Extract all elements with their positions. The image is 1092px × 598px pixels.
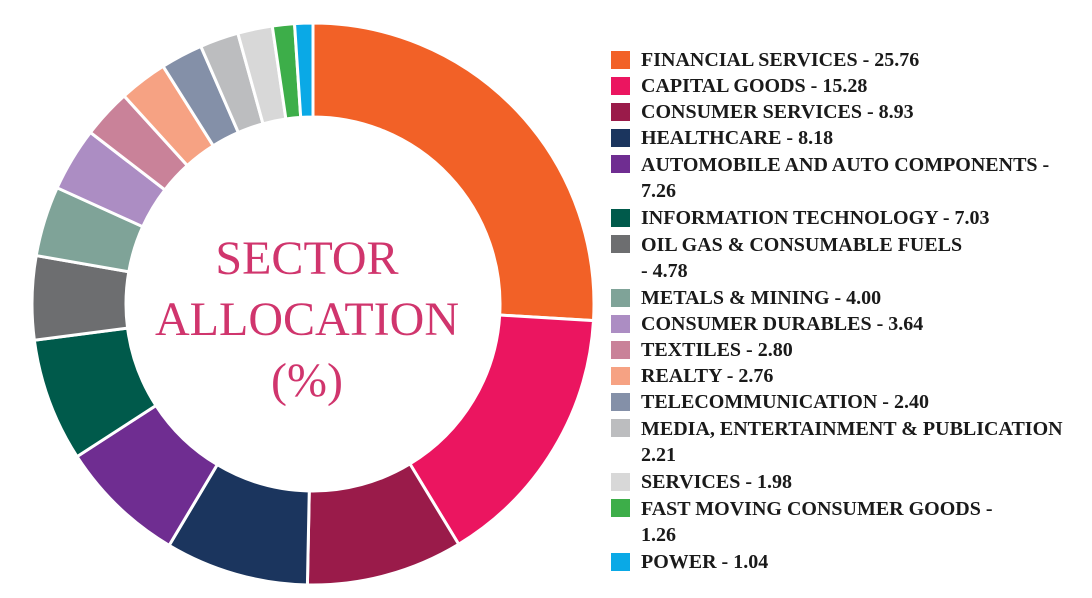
legend-swatch bbox=[611, 393, 630, 411]
legend-swatch bbox=[611, 553, 630, 571]
legend-swatch bbox=[611, 235, 630, 253]
chart-legend: FINANCIAL SERVICES - 25.76 CAPITAL GOODS … bbox=[611, 48, 1081, 576]
legend-label: METALS & MINING - 4.00 bbox=[641, 287, 882, 309]
legend-item: OIL GAS & CONSUMABLE FUELS - 4.78 bbox=[611, 232, 1081, 284]
donut-slice bbox=[311, 21, 596, 323]
legend-item: SERVICES - 1.98 bbox=[611, 470, 1081, 494]
legend-item: AUTOMOBILE AND AUTO COMPONENTS - 7.26 bbox=[611, 152, 1081, 204]
center-title-line-1: SECTOR bbox=[215, 232, 399, 285]
legend-swatch bbox=[611, 499, 630, 517]
legend-swatch bbox=[611, 289, 630, 307]
center-title-line-2: ALLOCATION bbox=[155, 293, 459, 346]
legend-swatch bbox=[611, 209, 630, 227]
legend-label: FAST MOVING CONSUMER GOODS - bbox=[641, 498, 993, 520]
legend-label: CAPITAL GOODS - 15.28 bbox=[641, 75, 868, 97]
legend-swatch bbox=[611, 51, 630, 69]
legend-label: INFORMATION TECHNOLOGY - 7.03 bbox=[641, 207, 990, 229]
legend-label: FINANCIAL SERVICES - 25.76 bbox=[641, 49, 920, 71]
legend-item: CONSUMER DURABLES - 3.64 bbox=[611, 312, 1081, 336]
legend-item: HEALTHCARE - 8.18 bbox=[611, 126, 1081, 150]
legend-swatch bbox=[611, 473, 630, 491]
legend-label: CONSUMER SERVICES - 8.93 bbox=[641, 101, 914, 123]
legend-label: OIL GAS & CONSUMABLE FUELS bbox=[641, 234, 963, 256]
legend-item: TEXTILES - 2.80 bbox=[611, 338, 1081, 362]
legend-item: TELECOMMUNICATION - 2.40 bbox=[611, 390, 1081, 414]
legend-item: MEDIA, ENTERTAINMENT & PUBLICATION 2.21 bbox=[611, 416, 1081, 468]
legend-swatch bbox=[611, 419, 630, 437]
legend-swatch bbox=[611, 367, 630, 385]
legend-label: 1.26 bbox=[641, 524, 676, 546]
legend-swatch bbox=[611, 129, 630, 147]
donut-slice bbox=[292, 21, 315, 120]
legend-label: TEXTILES - 2.80 bbox=[641, 339, 793, 361]
legend-label: AUTOMOBILE AND AUTO COMPONENTS - bbox=[641, 154, 1050, 176]
legend-item: CONSUMER SERVICES - 8.93 bbox=[611, 100, 1081, 124]
legend-label: CONSUMER DURABLES - 3.64 bbox=[641, 313, 924, 335]
legend-item: FINANCIAL SERVICES - 25.76 bbox=[611, 48, 1081, 72]
legend-swatch bbox=[611, 315, 630, 333]
legend-item: INFORMATION TECHNOLOGY - 7.03 bbox=[611, 206, 1081, 230]
legend-swatch bbox=[611, 77, 630, 95]
legend-swatch bbox=[611, 341, 630, 359]
legend-label: POWER - 1.04 bbox=[641, 551, 769, 573]
legend-label: TELECOMMUNICATION - 2.40 bbox=[641, 391, 929, 413]
legend-swatch bbox=[611, 155, 630, 173]
legend-label: 7.26 bbox=[641, 180, 676, 202]
center-title-line-3: (%) bbox=[271, 354, 343, 407]
legend-item: METALS & MINING - 4.00 bbox=[611, 286, 1081, 310]
legend-item: CAPITAL GOODS - 15.28 bbox=[611, 74, 1081, 98]
legend-label: SERVICES - 1.98 bbox=[641, 471, 792, 493]
legend-label: - 4.78 bbox=[641, 260, 688, 282]
legend-label: REALTY - 2.76 bbox=[641, 365, 774, 387]
legend-label: 2.21 bbox=[641, 444, 676, 466]
legend-label: MEDIA, ENTERTAINMENT & PUBLICATION bbox=[641, 418, 1063, 440]
chart-center-title: SECTOR ALLOCATION (%) bbox=[117, 228, 497, 411]
legend-item: REALTY - 2.76 bbox=[611, 364, 1081, 388]
legend-item: POWER - 1.04 bbox=[611, 550, 1081, 574]
legend-label: HEALTHCARE - 8.18 bbox=[641, 127, 834, 149]
legend-item: FAST MOVING CONSUMER GOODS - 1.26 bbox=[611, 496, 1081, 548]
legend-swatch bbox=[611, 103, 630, 121]
